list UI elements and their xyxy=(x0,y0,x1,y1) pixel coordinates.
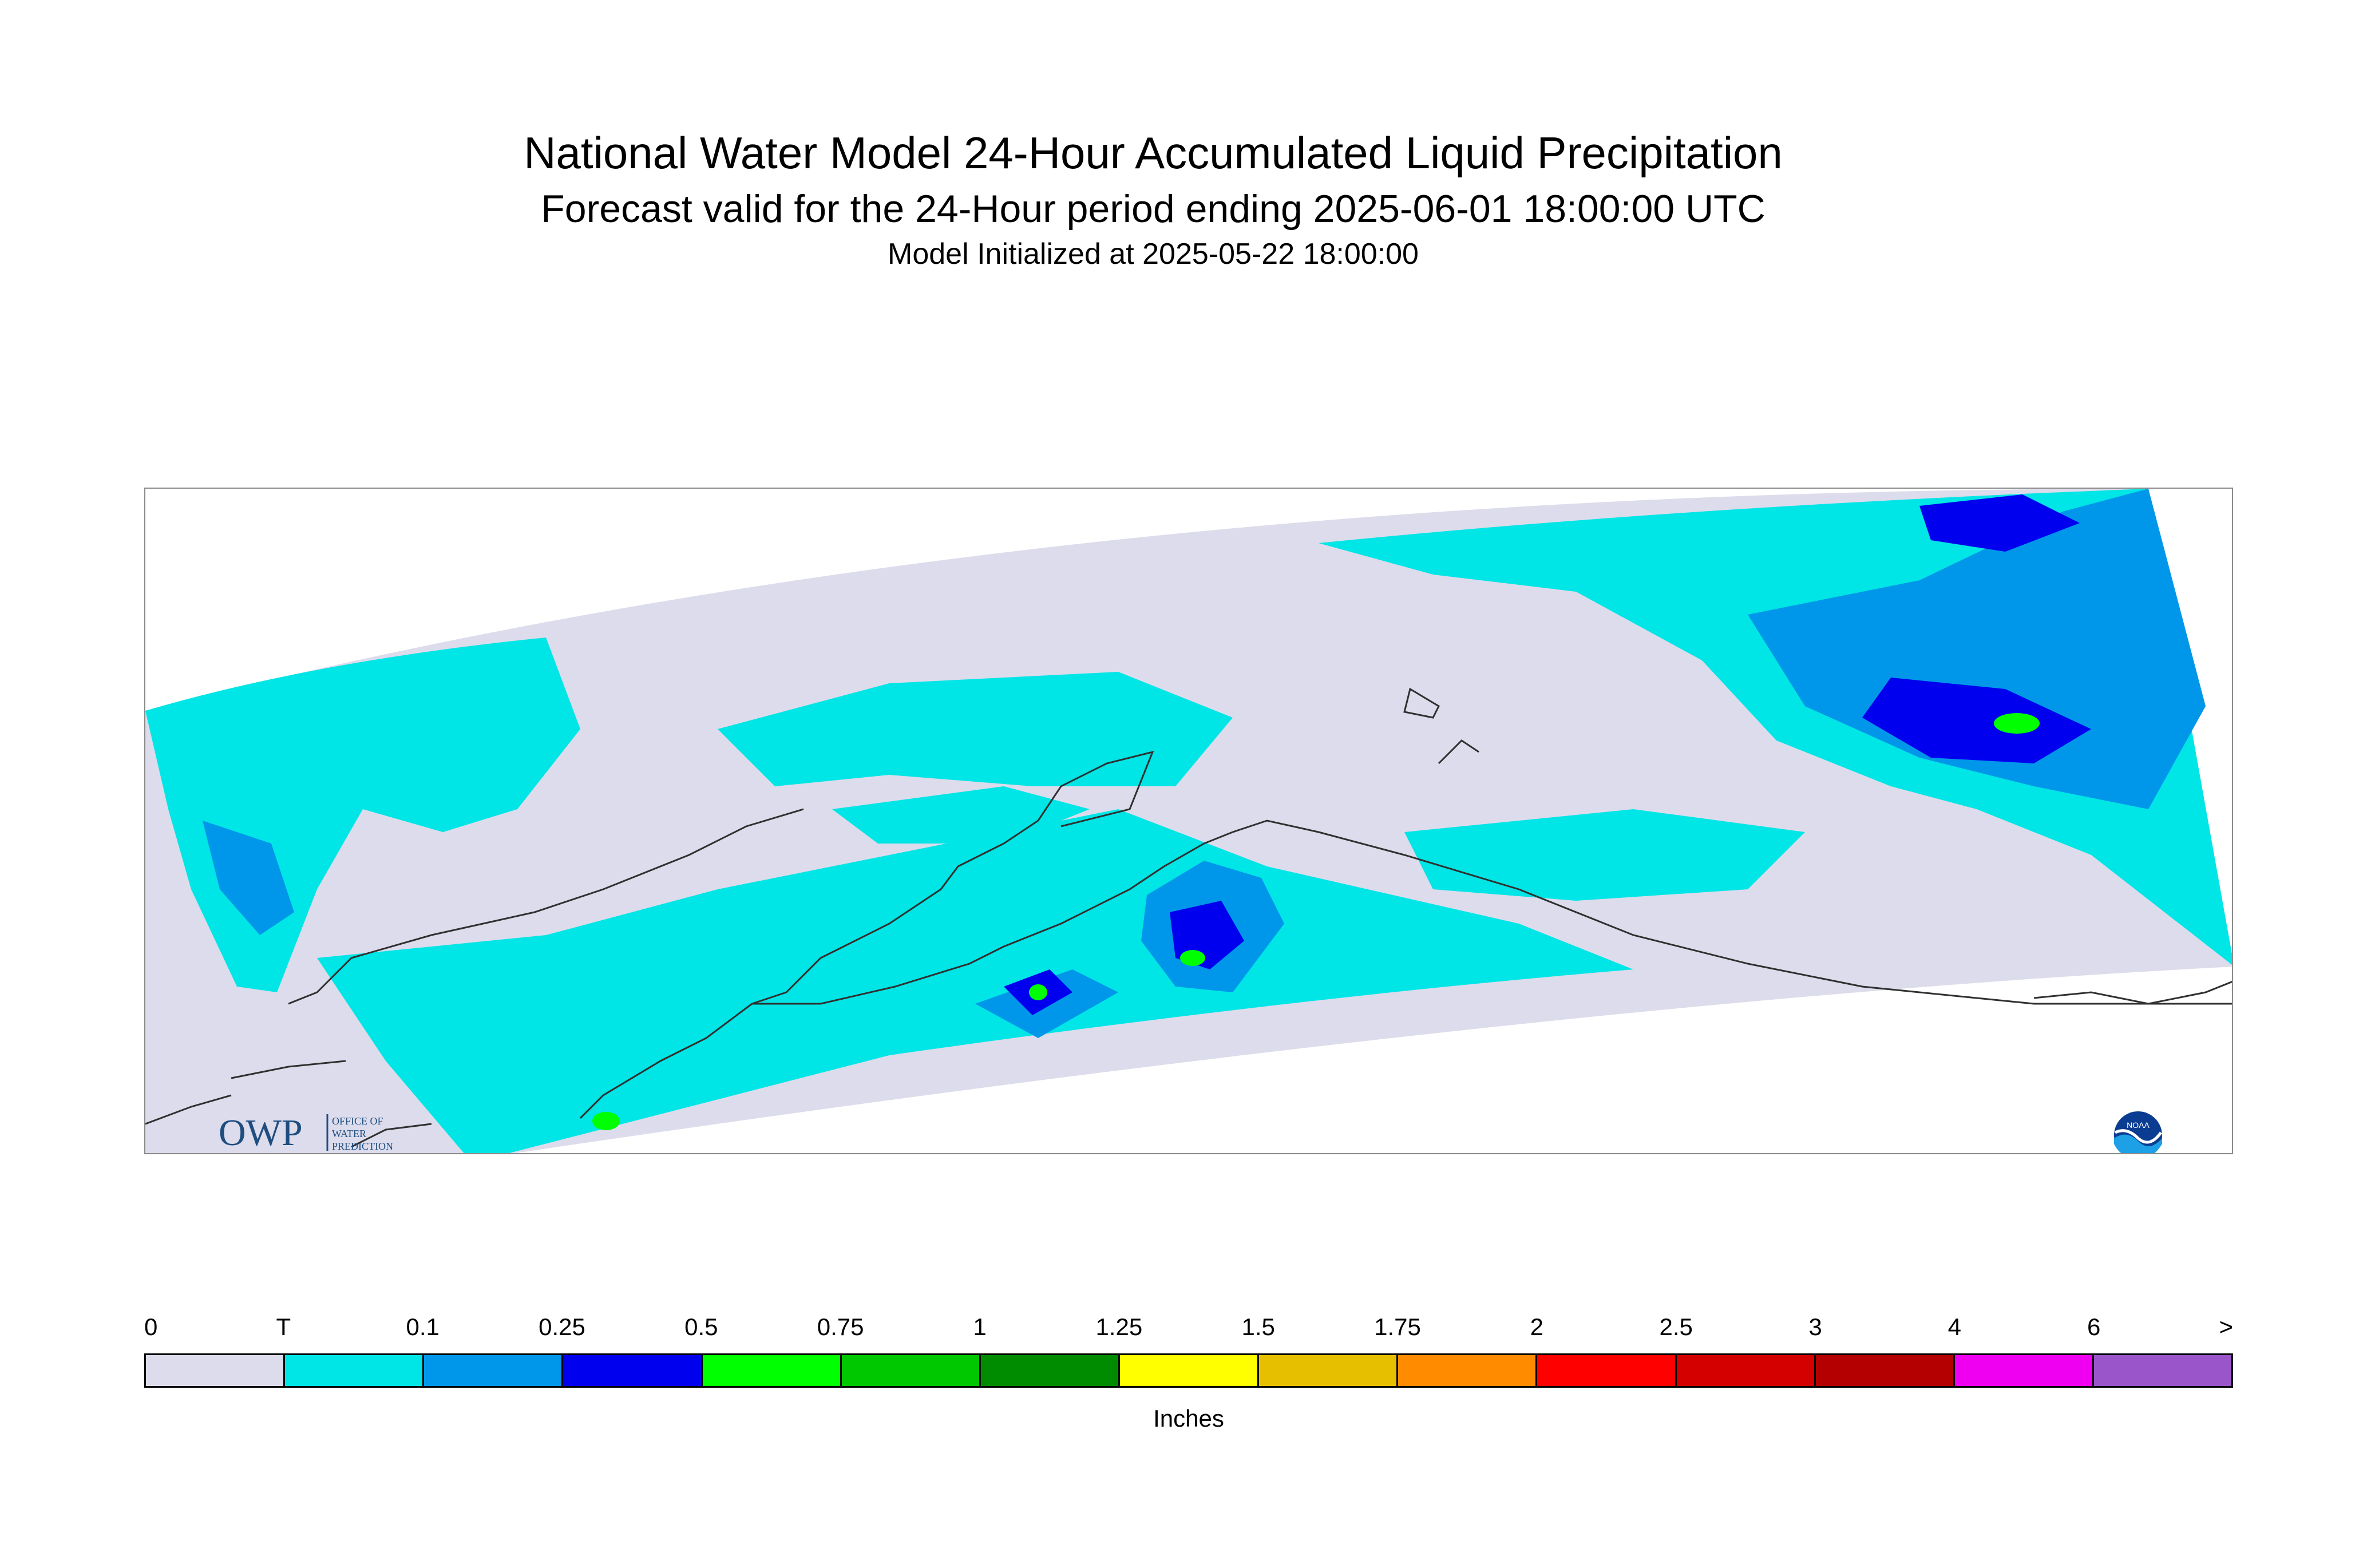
legend-swatch xyxy=(1119,1355,1260,1386)
coastline-western-alaska xyxy=(957,750,1154,868)
precip-north-core xyxy=(1919,494,2080,552)
legend-tick-label: 0 xyxy=(144,1313,158,1340)
model-init-text: Model Initialized at 2025-05-22 18:00:00 xyxy=(888,237,1419,271)
legend-tick-label: 6 xyxy=(2087,1313,2101,1340)
legend-tick-label: 1.25 xyxy=(1095,1313,1143,1340)
legend-swatch xyxy=(1259,1355,1399,1386)
coastline-alaska-peninsula xyxy=(579,1003,753,1119)
svg-text:NOAA: NOAA xyxy=(2127,1120,2150,1130)
precip-heavy-kenai xyxy=(1180,950,1205,966)
forecast-valid-subtitle: Forecast valid for the 24-Hour period en… xyxy=(541,187,1766,231)
legend-tick-label: 3 xyxy=(1808,1313,1822,1340)
precip-east-core xyxy=(1862,678,2091,763)
legend-tick-label: 1.75 xyxy=(1374,1313,1421,1340)
legend-colorbar xyxy=(144,1353,2233,1388)
precip-heavy-regions xyxy=(592,713,2040,1130)
map-title: National Water Model 24-Hour Accumulated… xyxy=(524,128,1783,178)
precip-legend: 0 T 0.1 0.25 0.5 0.75 1 1.25 1.5 1.75 2 2.5 3 4 6 > Inc… xyxy=(144,1313,2233,1462)
legend-tick-label: 0.75 xyxy=(817,1313,864,1340)
legend-tick-label: 1 xyxy=(973,1313,987,1340)
precip-heavy-peninsula xyxy=(1029,984,1047,1000)
legend-swatch xyxy=(424,1355,564,1386)
svg-text:PREDICTION: PREDICTION xyxy=(332,1141,393,1152)
legend-tick-label: 1.5 xyxy=(1241,1313,1275,1340)
coastline-aleutians xyxy=(145,1060,432,1148)
svg-text:OWP: OWP xyxy=(219,1112,303,1154)
legend-swatch xyxy=(1398,1355,1538,1386)
precip-westcoast-blue xyxy=(203,821,294,935)
legend-swatch xyxy=(702,1355,842,1386)
legend-labels: 0 T 0.1 0.25 0.5 0.75 1 1.25 1.5 1.75 2 2.5 3 4 6 > xyxy=(144,1313,2233,1348)
precip-heavy-south xyxy=(592,1112,620,1130)
legend-tick-label: 0.1 xyxy=(406,1313,440,1340)
legend-swatch xyxy=(1676,1355,1816,1386)
legend-tick-label: 0.5 xyxy=(684,1313,718,1340)
legend-tick-label: > xyxy=(2219,1313,2233,1340)
precip-east-coast-patch xyxy=(1404,809,1805,901)
legend-swatch xyxy=(146,1355,286,1386)
legend-swatch xyxy=(2093,1355,2232,1386)
legend-swatch xyxy=(980,1355,1120,1386)
coastline-southeast xyxy=(2033,980,2232,1005)
legend-swatch xyxy=(1954,1355,2094,1386)
precip-central-patches xyxy=(718,672,1233,786)
legend-tick-label: 2.5 xyxy=(1659,1313,1693,1340)
coastline-alaska-mainland xyxy=(751,819,2232,1005)
coastline-islands xyxy=(1403,687,1479,765)
legend-swatch xyxy=(1537,1355,1677,1386)
legend-swatch xyxy=(285,1355,425,1386)
precip-heavy-east xyxy=(1994,713,2040,734)
coastlines xyxy=(145,687,2232,1148)
svg-text:WATER: WATER xyxy=(332,1128,366,1139)
precip-moderate-regions xyxy=(1004,494,2091,1015)
legend-tick-label: 2 xyxy=(1530,1313,1544,1340)
legend-swatch xyxy=(563,1355,703,1386)
owp-logo-graphic: OWP OFFICE OF WATER PREDICTION xyxy=(219,1112,393,1154)
noaa-logo: NOAA xyxy=(2112,1110,2164,1153)
legend-tick-label: T xyxy=(276,1313,291,1340)
legend-swatch xyxy=(841,1355,981,1386)
noaa-logo-graphic: NOAA xyxy=(2114,1111,2163,1153)
legend-tick-label: 4 xyxy=(1948,1313,1962,1340)
legend-tick-label: 0.25 xyxy=(539,1313,585,1340)
svg-text:OFFICE OF: OFFICE OF xyxy=(332,1115,383,1127)
legend-swatch xyxy=(1815,1355,1955,1386)
legend-unit-label: Inches xyxy=(1153,1405,1224,1432)
coastline-russia xyxy=(288,808,804,1005)
map-frame: OWP OFFICE OF WATER PREDICTION NOAA xyxy=(144,488,2233,1154)
precip-southwest-band xyxy=(317,809,1633,1153)
map-canvas xyxy=(145,489,2232,1153)
